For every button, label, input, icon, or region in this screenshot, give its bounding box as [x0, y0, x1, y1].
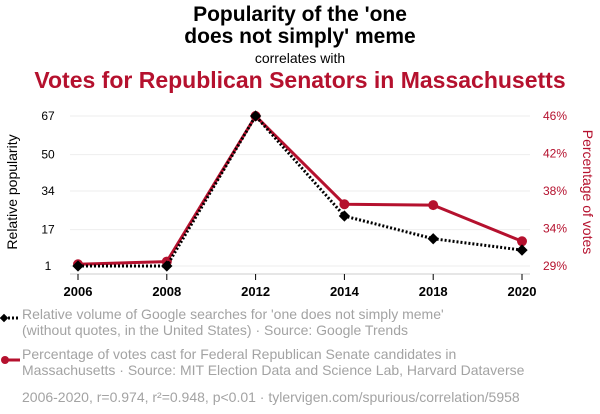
series-line-votes: [77, 114, 523, 266]
connector-text: correlates with: [254, 50, 346, 66]
legend-text-series2-line2: Massachusetts · Source: MIT Election Dat…: [22, 362, 525, 378]
footer-stats: 2006-2020, r=0.974, r²=0.948, p<0.01 · t…: [22, 389, 520, 405]
data-point-popularity: [427, 233, 439, 245]
chart-title: Popularity of the 'one does not simply' …: [0, 4, 600, 48]
y-tick-label-left: 67: [41, 109, 55, 123]
data-point-popularity: [516, 244, 528, 256]
data-point-votes: [339, 199, 350, 210]
y-tick-label-right: 38%: [543, 184, 567, 198]
data-point-popularity: [161, 260, 173, 272]
legend-swatch-circle-line-icon: [1, 356, 20, 364]
y-tick-label-right: 34%: [543, 222, 567, 236]
y-tick-label-left: 1: [45, 259, 52, 273]
y-tick-label-right: 46%: [543, 109, 567, 123]
legend-text-series1-line2: (without quotes, in the United States) ·…: [22, 322, 408, 338]
y-tick-label-left: 34: [41, 184, 55, 198]
y-axis-label-left: Relative popularity: [4, 134, 20, 249]
legend-swatch-dotted-diamond-icon: [0, 313, 20, 323]
y-tick-label-left: 50: [41, 148, 55, 162]
x-tick-label: 2018: [419, 284, 448, 299]
axes: 1 17 34 50 67 29% 34% 38% 42% 46% 2006 2008 2012 2014…: [41, 109, 567, 299]
y-tick-label-left: 17: [41, 223, 55, 237]
x-tick-label: 2012: [241, 284, 270, 299]
legend-text-series2-line1: Percentage of votes cast for Federal Rep…: [22, 346, 457, 362]
title-line-1: Popularity of the 'one: [193, 3, 407, 26]
title-line-2: does not simply' meme: [184, 25, 416, 48]
chart-title-secondary: Votes for Republican Senators in Massach…: [34, 67, 566, 93]
x-tick-label: 2006: [64, 284, 93, 299]
series-lines: [72, 110, 528, 272]
x-tick-label: 2020: [508, 284, 537, 299]
line-chart: 1 17 34 50 67 29% 34% 38% 42% 46% 2006 2008 2012 2014…: [4, 109, 596, 299]
data-point-votes: [428, 200, 439, 211]
data-point-votes: [517, 236, 527, 247]
x-tick-label: 2014: [330, 284, 360, 299]
y-tick-label-right: 42%: [543, 147, 567, 161]
y-axis-label-right: Percentage of votes: [580, 130, 596, 255]
gridlines: [70, 115, 530, 267]
series-line-popularity: [78, 113, 523, 268]
x-tick-label: 2008: [152, 284, 181, 299]
legend-text-series1-line1: Relative volume of Google searches for '…: [22, 306, 444, 322]
y-tick-label-right: 29%: [543, 259, 567, 273]
data-point-popularity: [338, 210, 351, 222]
